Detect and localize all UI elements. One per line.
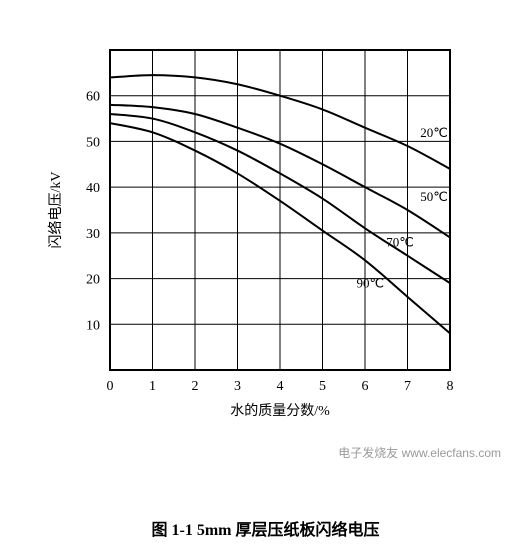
- y-tick-label: 30: [86, 227, 100, 242]
- x-axis-label: 水的质量分数/%: [230, 403, 330, 419]
- curve-label: 20℃: [420, 125, 448, 140]
- y-tick-label: 40: [86, 181, 100, 196]
- y-tick-label: 50: [86, 135, 100, 150]
- x-tick-label: 3: [234, 379, 241, 394]
- x-tick-label: 6: [362, 379, 369, 394]
- x-tick-label: 5: [319, 379, 326, 394]
- curve-label: 50℃: [420, 189, 448, 204]
- x-tick-label: 8: [447, 379, 454, 394]
- x-tick-label: 1: [149, 379, 156, 394]
- x-tick-label: 4: [277, 379, 284, 394]
- x-tick-label: 7: [404, 379, 411, 394]
- y-axis-label: 闪络电压/kV: [48, 172, 64, 249]
- curve-label: 90℃: [357, 276, 385, 291]
- curve-label: 70℃: [386, 235, 414, 250]
- watermark: 电子发烧友 www.elecfans.com: [338, 444, 501, 461]
- y-tick-label: 20: [86, 273, 100, 288]
- y-tick-label: 10: [86, 318, 100, 333]
- chart-container: 0 1 2 3 4 5 6 7 8 10 20 30 40 50 60 水的质量分数/% 闪络电压/kV 20℃ 5…: [20, 20, 511, 496]
- chart-svg: 0 1 2 3 4 5 6 7 8 10 20 30 40 50 60 水的质量分数/% 闪络电压/kV 20℃ 5…: [20, 20, 511, 440]
- y-tick-label: 60: [86, 90, 100, 105]
- figure-caption: 图 1-1 5mm 厚层压纸板闪络电压: [20, 516, 511, 540]
- x-tick-label: 0: [107, 379, 114, 394]
- x-tick-label: 2: [192, 379, 199, 394]
